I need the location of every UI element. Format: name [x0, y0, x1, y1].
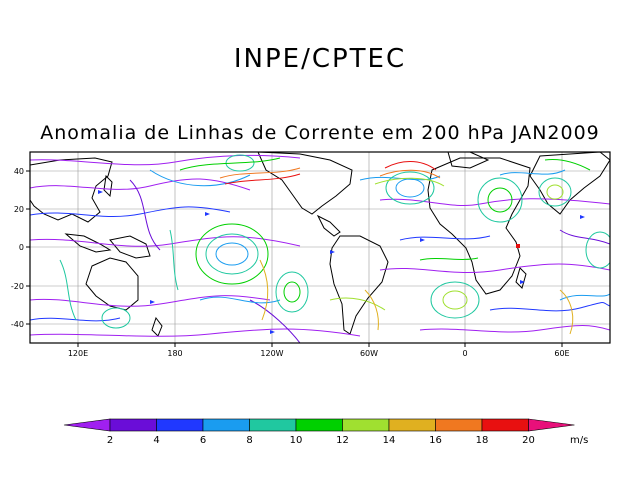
lon-label: 180	[167, 349, 182, 358]
colorbar-label: 12	[336, 435, 349, 446]
colorbar-label: 2	[107, 435, 113, 446]
colorbar-label: 10	[290, 435, 303, 446]
colorbar-segment	[249, 418, 297, 432]
colorbar-segment	[63, 418, 111, 432]
colorbar-label: 4	[153, 435, 159, 446]
coastlines	[30, 152, 610, 337]
streamlines	[30, 154, 610, 343]
lat-label: 20	[14, 205, 24, 214]
lon-label: 60W	[360, 349, 378, 358]
colorbar-segment	[156, 418, 204, 432]
colorbar-label: 16	[429, 435, 442, 446]
lat-label: -20	[11, 282, 24, 291]
map-title: Anomalia de Linhas de Corrente em 200 hP…	[40, 122, 600, 144]
flow-arrows	[98, 190, 585, 334]
lat-label: 40	[14, 167, 24, 176]
colorbar: 2 4 6 8 10 12 14 16 18 20	[63, 418, 575, 446]
colorbar-segment	[295, 418, 343, 432]
lat-label: 0	[19, 243, 24, 252]
colorbar-unit: m/s	[570, 435, 588, 446]
colorbar-label: 14	[383, 435, 396, 446]
latitude-labels: 40 20 0 -20 -40	[11, 167, 24, 329]
lat-label: -40	[11, 320, 24, 329]
longitude-labels: 120E 180 120W 60W 0 60E	[68, 349, 570, 358]
lon-label: 120W	[260, 349, 283, 358]
colorbar-segment	[202, 418, 250, 432]
colorbar-label: 18	[476, 435, 489, 446]
colorbar-segment	[388, 418, 436, 432]
colorbar-segment	[109, 418, 157, 432]
colorbar-label: 8	[246, 435, 252, 446]
colorbar-segment	[342, 418, 390, 432]
lon-label: 60E	[554, 349, 569, 358]
colorbar-segment	[528, 418, 575, 432]
map-grid	[30, 152, 610, 343]
colorbar-label: 6	[200, 435, 206, 446]
colorbar-segment	[435, 418, 483, 432]
lon-label: 120E	[68, 349, 88, 358]
lon-label: 0	[462, 349, 467, 358]
colorbar-segment	[481, 418, 529, 432]
map-frame	[30, 152, 610, 343]
organization-title: INPE/CPTEC	[233, 44, 407, 74]
colorbar-label: 20	[522, 435, 535, 446]
